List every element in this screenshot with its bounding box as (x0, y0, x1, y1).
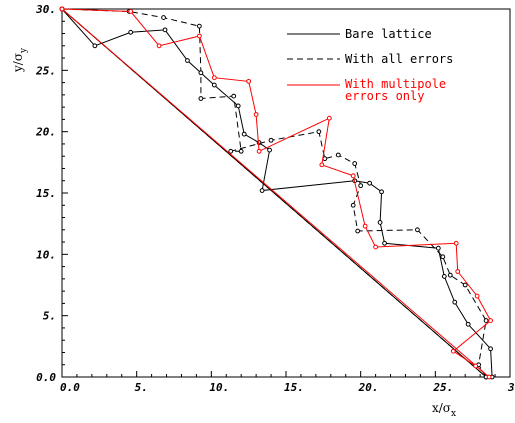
data-point (256, 148, 262, 154)
data-point (128, 29, 134, 35)
data-point (352, 161, 358, 166)
data-point (253, 112, 259, 117)
data-point (326, 115, 332, 121)
series-bare-lattice (59, 6, 495, 380)
data-point (198, 96, 204, 101)
legend: Bare lattice With all errors With multip… (287, 27, 453, 103)
y-tick-label: 25. (35, 64, 56, 77)
x-tick-label: 0.0 (60, 381, 80, 394)
data-point (465, 321, 471, 327)
data-point (128, 9, 134, 14)
data-point (185, 58, 190, 63)
data-point (415, 227, 420, 233)
data-point (228, 148, 234, 154)
data-point (316, 129, 322, 135)
data-point (473, 363, 479, 369)
data-point (474, 293, 480, 299)
data-point (453, 240, 459, 246)
data-point (211, 75, 217, 81)
data-point (335, 152, 341, 158)
data-point (259, 188, 265, 193)
data-point (441, 274, 447, 279)
data-point (455, 269, 461, 274)
x-tick-label: 15. (284, 381, 304, 394)
data-point (447, 272, 453, 278)
data-point (367, 180, 373, 186)
x-axis-title: x/σx (432, 401, 456, 419)
data-point (488, 318, 493, 323)
data-point (235, 103, 241, 109)
data-point (268, 137, 274, 143)
data-point (59, 6, 65, 12)
data-point (379, 189, 384, 195)
data-point (161, 15, 166, 20)
x-tick-label: 10. (209, 381, 229, 394)
data-point (440, 254, 446, 260)
data-point (382, 240, 387, 246)
y-tick-label: 20. (35, 126, 56, 139)
data-point (362, 223, 368, 229)
data-point (196, 23, 202, 29)
series-layer (59, 6, 495, 380)
data-point (238, 148, 244, 154)
legend-label-with-all-errors: With all errors (345, 52, 453, 66)
data-point (211, 82, 217, 88)
data-point (355, 228, 361, 234)
tick-marks (61, 8, 511, 378)
data-point (198, 70, 204, 76)
x-tick-label: 25. (432, 381, 453, 394)
x-tick-label: 30 (507, 381, 515, 394)
data-point (358, 183, 364, 189)
data-point (435, 245, 441, 251)
x-tick-label: 20. (358, 381, 379, 394)
data-point (92, 43, 98, 49)
series-with-multipole-errors-only (59, 6, 493, 380)
y-axis-title: y/σy (11, 47, 29, 73)
y-tick-label: 15. (36, 187, 56, 200)
data-point (350, 173, 356, 179)
legend-label-multipole-line1: With multipole (345, 77, 446, 91)
data-point (373, 244, 379, 250)
data-point (196, 33, 202, 39)
y-tick-label: 30. (35, 3, 56, 16)
x-tick-labels: 0.0 5. 10. 15. 20. 25. 30 (60, 381, 515, 394)
data-point (488, 346, 493, 352)
data-point (350, 202, 356, 208)
data-point (241, 131, 247, 137)
data-point (231, 93, 237, 99)
series-line-bare-lattice (61, 8, 493, 378)
data-point (486, 374, 492, 380)
legend-label-bare-lattice: Bare lattice (345, 27, 432, 41)
data-point (246, 78, 252, 84)
data-point (156, 43, 162, 49)
y-tick-label: 0.0 (36, 371, 56, 384)
data-point (162, 27, 168, 33)
data-point (319, 162, 325, 168)
data-point (462, 282, 468, 288)
legend-label-multipole-line2: errors only (345, 89, 424, 103)
data-point (452, 299, 458, 305)
data-point (267, 147, 272, 153)
x-tick-label: 5. (135, 381, 148, 394)
y-tick-label: 10. (36, 248, 56, 261)
data-point (483, 318, 489, 323)
y-tick-labels: 0.0 5. 10. 15. 20. 25. 30. (35, 3, 56, 384)
data-point (377, 220, 383, 225)
y-tick-label: 5. (43, 310, 56, 323)
data-point (450, 348, 456, 354)
